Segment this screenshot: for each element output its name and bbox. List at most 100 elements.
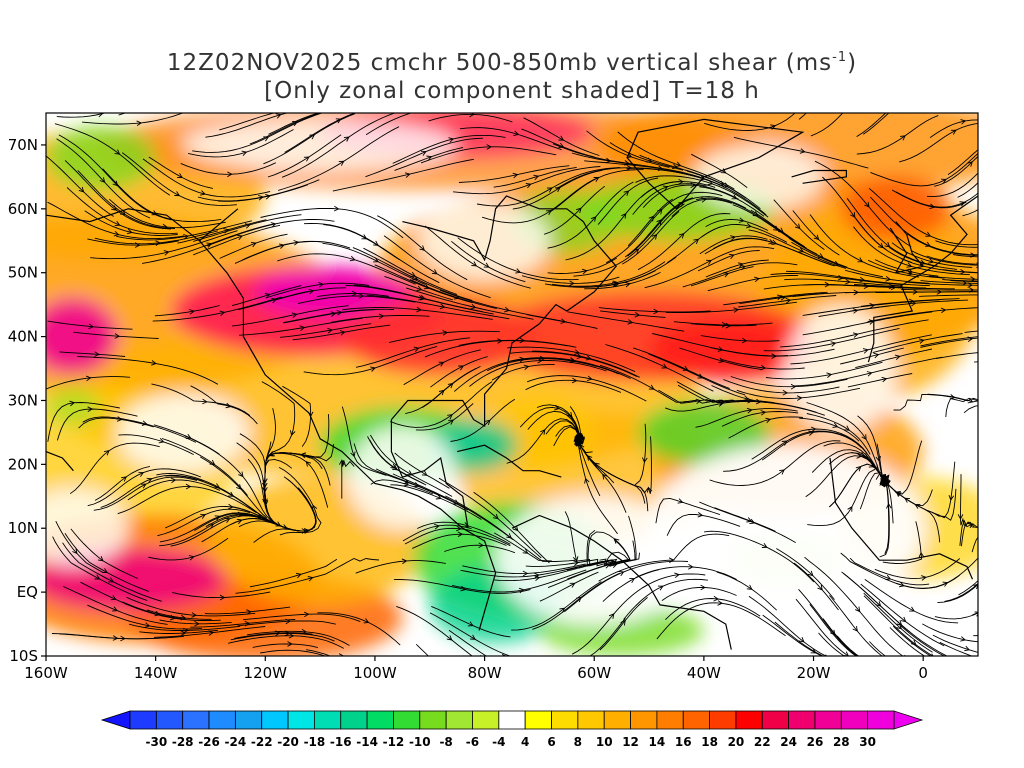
colorbar-label: 22 [754,735,771,749]
streamline [957,182,978,198]
streamline [59,633,185,640]
streamline [247,630,350,646]
streamline [151,383,251,416]
colorbar-label: -28 [172,735,194,749]
streamline [847,373,913,388]
streamline [573,203,685,277]
streamline-arrow [718,357,725,363]
latitude-axis: 70N 60N 50N 40N 30N 20N 10N EQ 10S [8,136,46,665]
streamline-arrow [738,217,745,223]
streamline [716,571,778,611]
streamline-arrow [581,268,588,275]
streamline-arrow [875,601,882,607]
streamline-arrow [460,585,467,592]
streamline-arrow [890,284,897,291]
streamline [481,176,600,224]
streamline-arrow [678,178,684,185]
colorbar-swatch [656,710,684,730]
streamline-arrow [208,630,214,636]
streamline [283,309,375,324]
streamline-arrow [604,563,611,569]
streamline [939,641,973,656]
streamline [429,612,511,656]
streamline [958,580,978,596]
colorbar-swatch [445,710,473,730]
streamline [159,514,258,547]
streamline [624,197,693,258]
streamline-arrow [146,477,153,483]
streamline [438,477,542,559]
streamline [926,172,978,198]
streamline [428,113,513,123]
streamline [47,320,133,330]
streamline-arrow [278,243,285,249]
streamline-arrow [301,628,308,635]
streamline [367,436,427,486]
streamline-arrow [537,357,543,364]
streamline-arrow [653,308,659,315]
streamline [627,198,673,247]
colorbar-label: -8 [439,735,452,749]
streamline [665,598,761,621]
streamline [453,166,601,195]
streamline [633,347,730,390]
streamline [377,215,468,281]
streamline-arrow [910,639,917,646]
streamline-arrow [957,514,964,520]
streamline-arrow [576,353,583,360]
streamline-arrow [722,182,729,188]
streamline-arrow [188,555,195,561]
streamline-arrow [574,349,581,355]
streamline-arrow [264,293,271,299]
shear-shading-blob [649,317,814,382]
streamline [190,385,258,425]
streamline-arrow [618,571,625,577]
map-frame [45,112,979,657]
streamline [219,233,288,259]
streamline-arrow [745,222,752,229]
streamline [532,350,640,378]
streamline-arrow [646,486,653,493]
streamline-arrow [908,298,915,305]
streamline [452,569,587,593]
streamline [525,558,617,567]
streamline-arrow [515,268,522,274]
colorbar-swatch [314,710,342,730]
streamline [511,581,602,631]
streamline [774,621,824,656]
streamline-arrow [864,659,869,663]
streamline [547,551,630,589]
streamline-arrow [358,293,365,299]
streamline-arrow [925,241,931,247]
streamline-arrow [154,610,161,617]
streamline [394,147,464,171]
streamline-arrow [206,242,213,248]
shear-shading-blob [46,298,118,375]
colorbar-swatch [366,710,394,730]
streamline [405,368,477,415]
streamline-arrow [934,670,939,674]
streamline [936,352,978,359]
streamline [707,275,799,292]
streamline-arrow [782,389,789,396]
streamline-arrow [292,121,299,127]
streamline-arrow [960,636,967,642]
streamline-arrow [956,661,961,665]
streamline-arrow [576,433,583,440]
streamline [58,134,172,221]
streamline [52,536,148,601]
streamline-arrow [855,606,861,613]
streamline-arrow [959,269,966,275]
streamline [666,513,741,536]
streamline [704,113,796,131]
streamline [822,176,887,250]
streamline [430,356,488,388]
streamline-arrow [483,262,490,268]
streamline [46,155,114,217]
streamline-arrow [155,240,161,246]
streamline-arrow [486,144,493,150]
streamline-arrow [533,174,540,181]
streamline [700,335,780,342]
streamline-arrow [335,118,342,124]
streamline [56,408,138,441]
